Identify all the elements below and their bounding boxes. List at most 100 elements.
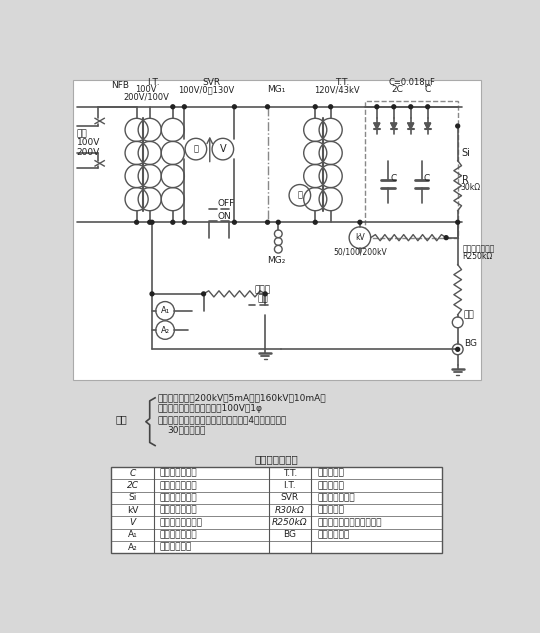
- Text: SVR: SVR: [281, 493, 299, 503]
- Text: 200V/100V: 200V/100V: [123, 92, 169, 101]
- Text: R: R: [462, 175, 468, 185]
- Text: 絶縁変圧器: 絶縁変圧器: [318, 481, 345, 490]
- Text: 極性：負極性　電源電圧：100V・1φ: 極性：負極性 電源電圧：100V・1φ: [157, 404, 262, 413]
- Circle shape: [409, 105, 413, 109]
- Circle shape: [212, 139, 234, 160]
- Text: A₂: A₂: [160, 325, 170, 335]
- Text: 120V/43kV: 120V/43kV: [314, 85, 360, 94]
- Text: 接地: 接地: [258, 295, 268, 304]
- Text: 滑り電圧調整器: 滑り電圧調整器: [318, 493, 355, 503]
- Circle shape: [266, 220, 269, 224]
- Text: Si: Si: [129, 493, 137, 503]
- Text: ガード: ガード: [255, 285, 271, 294]
- Text: NFB: NFB: [111, 80, 129, 90]
- Text: BG: BG: [464, 339, 477, 348]
- Text: 30kΩ: 30kΩ: [460, 183, 480, 192]
- Text: 100V: 100V: [135, 85, 157, 94]
- Text: 出力ブッシング: 出力ブッシング: [462, 245, 495, 254]
- Text: ON: ON: [218, 211, 231, 220]
- Polygon shape: [374, 123, 380, 129]
- Text: 100V/0～130V: 100V/0～130V: [178, 85, 234, 94]
- Text: V: V: [130, 518, 136, 527]
- Text: kV: kV: [127, 506, 138, 515]
- Text: C: C: [424, 174, 430, 183]
- Text: 200V: 200V: [77, 147, 100, 157]
- Circle shape: [349, 227, 370, 248]
- Circle shape: [233, 105, 237, 109]
- Text: BG: BG: [284, 530, 296, 539]
- Text: シリコン整流器: シリコン整流器: [160, 493, 197, 503]
- Circle shape: [183, 220, 186, 224]
- Text: I.T.: I.T.: [284, 481, 296, 490]
- Circle shape: [276, 220, 280, 224]
- Text: 変圧器一次電圧計: 変圧器一次電圧計: [160, 518, 202, 527]
- Text: R250kΩ: R250kΩ: [462, 253, 492, 261]
- Text: A₂: A₂: [128, 542, 138, 552]
- Bar: [365, 101, 458, 237]
- Text: MG₂: MG₂: [267, 256, 286, 265]
- Circle shape: [185, 139, 207, 160]
- Text: 100V: 100V: [77, 139, 100, 147]
- Circle shape: [313, 105, 317, 109]
- Text: 最大発生電圧：200kV（5mA）、160kV（10mA）: 最大発生電圧：200kV（5mA）、160kV（10mA）: [157, 393, 326, 403]
- Circle shape: [156, 301, 174, 320]
- Text: V: V: [220, 144, 226, 154]
- Text: 平滑コンデンサ: 平滑コンデンサ: [160, 469, 197, 478]
- Polygon shape: [408, 123, 414, 129]
- Text: Si: Si: [462, 148, 470, 158]
- Text: OFF: OFF: [218, 199, 235, 208]
- Circle shape: [171, 105, 175, 109]
- Text: 2C: 2C: [392, 85, 403, 94]
- Polygon shape: [424, 123, 431, 129]
- Circle shape: [444, 235, 448, 239]
- Circle shape: [453, 317, 463, 328]
- Circle shape: [453, 344, 463, 354]
- Circle shape: [264, 292, 267, 296]
- Text: 直流出力電圧計: 直流出力電圧計: [160, 506, 197, 515]
- Circle shape: [150, 220, 154, 224]
- Text: T.T.: T.T.: [335, 78, 349, 87]
- Text: C=0.018μF: C=0.018μF: [388, 78, 435, 87]
- Text: 昇圧変圧器: 昇圧変圧器: [318, 469, 345, 478]
- Text: 出力ブッシング保護抵抗器: 出力ブッシング保護抵抗器: [318, 518, 382, 527]
- Text: 保護抵抗器: 保護抵抗器: [318, 506, 345, 515]
- Circle shape: [426, 105, 430, 109]
- Text: 2C: 2C: [127, 481, 139, 490]
- Text: 直列コンデンサ: 直列コンデンサ: [160, 481, 197, 490]
- Text: 入力: 入力: [77, 129, 87, 138]
- Text: 30分連続使用: 30分連続使用: [167, 425, 206, 435]
- Text: 標準球間げき: 標準球間げき: [318, 530, 350, 539]
- Text: 赤: 赤: [298, 191, 302, 200]
- Text: 方式：商用周波　コッククロフト回路4倍圧整流方式: 方式：商用周波 コッククロフト回路4倍圧整流方式: [157, 415, 287, 424]
- Text: C: C: [424, 85, 431, 94]
- Circle shape: [134, 220, 139, 224]
- Circle shape: [266, 105, 269, 109]
- Bar: [73, 80, 481, 380]
- Text: I.T.: I.T.: [147, 78, 160, 87]
- Text: A₁: A₁: [128, 530, 138, 539]
- Text: C: C: [391, 174, 397, 183]
- Text: SVR: SVR: [202, 78, 220, 87]
- Circle shape: [289, 185, 310, 206]
- Text: 定格: 定格: [115, 415, 127, 424]
- Circle shape: [233, 220, 237, 224]
- Circle shape: [313, 220, 317, 224]
- Text: MG₁: MG₁: [267, 85, 286, 94]
- Text: 出力: 出力: [464, 310, 475, 319]
- Circle shape: [183, 105, 186, 109]
- Circle shape: [329, 105, 333, 109]
- Circle shape: [358, 220, 362, 224]
- Text: C: C: [130, 469, 136, 478]
- Text: T.T.: T.T.: [283, 469, 297, 478]
- Bar: [111, 467, 442, 553]
- Text: A₁: A₁: [160, 306, 170, 315]
- Text: R30kΩ: R30kΩ: [275, 506, 305, 515]
- Circle shape: [150, 292, 154, 296]
- Circle shape: [171, 220, 175, 224]
- Circle shape: [148, 220, 152, 224]
- Circle shape: [375, 105, 379, 109]
- Text: 50/100/200kV: 50/100/200kV: [333, 247, 387, 256]
- Circle shape: [456, 348, 460, 351]
- Circle shape: [392, 105, 396, 109]
- Circle shape: [201, 292, 206, 296]
